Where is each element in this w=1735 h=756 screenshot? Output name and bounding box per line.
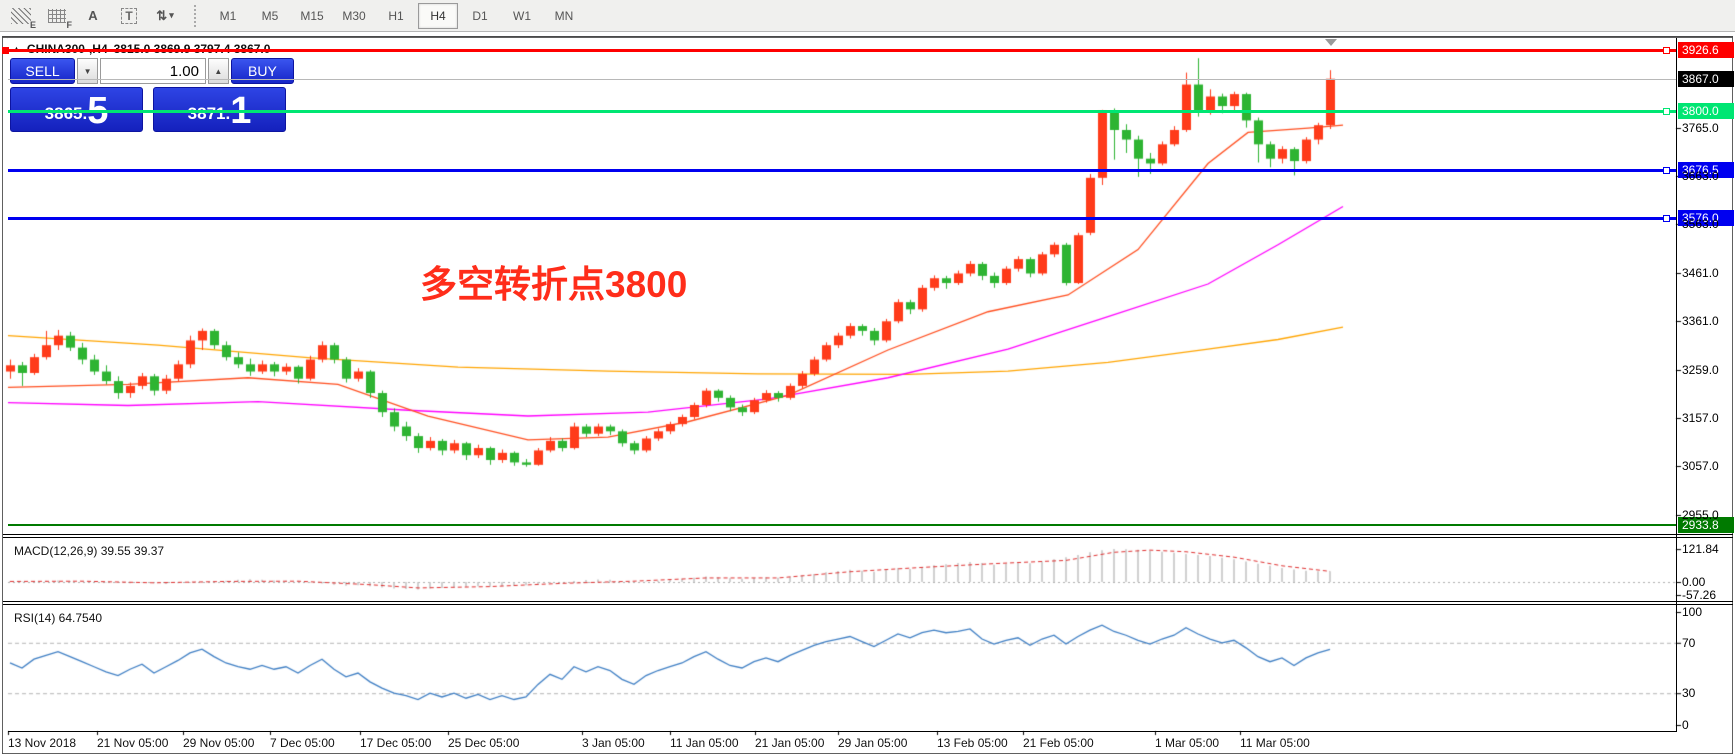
volume-decrease-button[interactable]: ▼ [77, 58, 98, 84]
volume-increase-button[interactable]: ▲ [207, 58, 229, 84]
chart-annotation-text: 多空转折点3800 [420, 264, 688, 305]
rsi-scale-label-100: 100 [1682, 605, 1703, 619]
pane-divider-macd-rsi[interactable] [3, 601, 1733, 602]
price-badge-3576.0: 3576.0 [1678, 210, 1734, 226]
axis-date-label[interactable]: 7 Dec 05:00 [270, 736, 335, 750]
axis-date-label[interactable]: 17 Dec 05:00 [360, 736, 432, 750]
horizontal-line-3676.5[interactable] [8, 169, 1676, 172]
horizontal-line-2933.8[interactable] [8, 524, 1676, 526]
buy-button[interactable]: BUY [230, 58, 295, 84]
axis-price-label-3765.0: 3765.0 [1682, 121, 1719, 135]
axis-price-label-3259.0: 3259.0 [1682, 363, 1719, 377]
line-handle-3576.0[interactable] [1663, 215, 1670, 222]
axis-price-label-3361.0: 3361.0 [1682, 314, 1719, 328]
horizontal-line-3576.0[interactable] [8, 217, 1676, 220]
sell-button[interactable]: SELL [10, 58, 76, 84]
line-handle-3926.6[interactable] [1663, 47, 1670, 54]
time-axis-line [8, 731, 1677, 732]
volume-input[interactable] [99, 58, 206, 84]
axis-date-label[interactable]: 29 Nov 05:00 [183, 736, 255, 750]
line-handle-3676.5[interactable] [1663, 167, 1670, 174]
macd-scale-label--57.26: -57.26 [1682, 588, 1717, 602]
buy-price-button[interactable]: 3871. 1 [153, 87, 286, 132]
axis-date-label[interactable]: 13 Feb 05:00 [937, 736, 1008, 750]
line-left-handle-3926.6[interactable] [2, 47, 9, 54]
macd-scale-label-121.84: 121.84 [1682, 542, 1719, 557]
rsi-scale-label-30: 30 [1682, 686, 1696, 701]
horizontal-line-3800.0[interactable] [8, 110, 1676, 113]
axis-price-label-3563.0: 3563.0 [1682, 217, 1719, 231]
price-badge-3800.0: 3800.0 [1678, 103, 1734, 119]
one-click-trading-panel: SELL ▼ ▲ BUY 3865.5 3871.1 [10, 58, 295, 132]
axis-date-label[interactable]: 3 Jan 05:00 [582, 736, 645, 750]
axis-price-label-3057.0: 3057.0 [1682, 459, 1719, 473]
rsi-indicator-label: RSI(14) 64.7540 [14, 611, 103, 625]
axis-price-label-3157.0: 3157.0 [1682, 411, 1719, 425]
pane-divider-rsi-top [3, 604, 1733, 605]
chart-shift-marker-icon[interactable] [1325, 39, 1337, 46]
axis-date-label[interactable]: 13 Nov 2018 [8, 736, 77, 750]
pane-divider-main-macd[interactable] [3, 534, 1733, 535]
axis-date-label[interactable]: 25 Dec 05:00 [448, 736, 520, 750]
rsi-scale-label-70: 70 [1682, 635, 1696, 650]
axis-date-label[interactable]: 29 Jan 05:00 [838, 736, 908, 750]
macd-indicator-label: MACD(12,26,9) 39.55 39.37 [14, 544, 165, 558]
price-badge-3676.5: 3676.5 [1678, 162, 1734, 178]
buy-price-main: 3871. [187, 104, 231, 123]
horizontal-line-3867.0[interactable] [8, 79, 1676, 80]
pane-divider-macd-top [3, 537, 1733, 538]
axis-price-label-3461.0: 3461.0 [1682, 266, 1719, 280]
axis-date-label[interactable]: 11 Jan 05:00 [670, 736, 739, 750]
macd-scale-label-0.00: 0.00 [1682, 575, 1706, 589]
sell-price-button[interactable]: 3865. 5 [10, 87, 143, 132]
axis-date-label[interactable]: 21 Jan 05:00 [755, 736, 825, 750]
axis-date-label[interactable]: 1 Mar 05:00 [1155, 736, 1220, 750]
line-handle-3800.0[interactable] [1663, 108, 1670, 115]
price-badge-3867.0: 3867.0 [1678, 71, 1734, 87]
axis-date-label[interactable]: 11 Mar 05:00 [1240, 736, 1310, 750]
price-axis-line [1676, 38, 1677, 731]
price-badge-3926.6: 3926.6 [1678, 42, 1734, 58]
axis-price-label-3663.0: 3663.0 [1682, 169, 1719, 183]
axis-date-label[interactable]: 21 Nov 05:00 [97, 736, 169, 750]
rsi-scale-label-0: 0 [1682, 718, 1689, 732]
horizontal-line-3926.6[interactable] [8, 49, 1676, 52]
price-badge-2933.8: 2933.8 [1678, 517, 1734, 533]
axis-date-label[interactable]: 21 Feb 05:00 [1023, 736, 1094, 750]
axis-price-label-2955.0: 2955.0 [1682, 508, 1719, 522]
sell-price-main: 3865. [44, 104, 88, 123]
